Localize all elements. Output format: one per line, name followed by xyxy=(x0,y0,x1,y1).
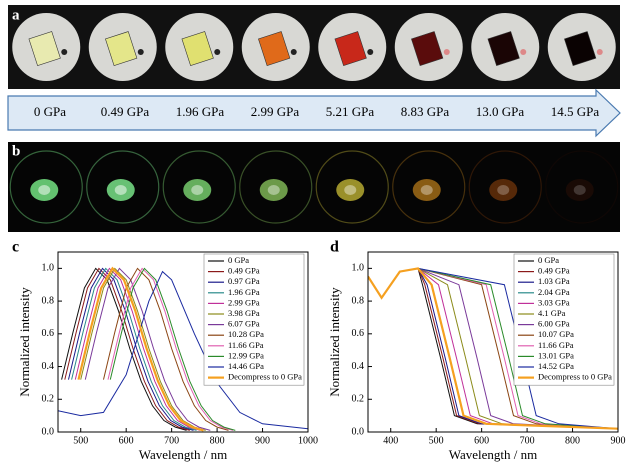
emission-core xyxy=(191,185,203,195)
legend-label: 10.07 GPa xyxy=(538,329,574,339)
pressure-label: 13.0 GPa xyxy=(476,104,525,119)
x-axis-label: Wavelength / nm xyxy=(139,447,228,462)
panel-label: c xyxy=(12,239,19,256)
emission-core xyxy=(421,185,433,195)
legend-label: 14.46 GPa xyxy=(228,361,264,371)
y-tick-label: 1.0 xyxy=(42,263,55,274)
legend-label: 2.04 GPa xyxy=(538,287,570,297)
x-tick-label: 600 xyxy=(119,435,134,446)
spectrum-line xyxy=(75,268,200,430)
legend-label: 0.97 GPa xyxy=(228,276,260,286)
legend-label: 0 GPa xyxy=(228,255,249,265)
x-tick-label: 700 xyxy=(520,435,535,446)
x-axis-label: Wavelength / nm xyxy=(449,447,538,462)
x-tick-label: 700 xyxy=(164,435,179,446)
emission-core xyxy=(268,185,280,195)
y-tick-label: 0.0 xyxy=(42,426,55,437)
x-tick-label: 800 xyxy=(210,435,225,446)
emission-core xyxy=(344,185,356,195)
pressure-label: 0.49 GPa xyxy=(101,104,150,119)
legend-label: 3.03 GPa xyxy=(538,297,570,307)
legend-label: Decompress to 0 GPa xyxy=(538,372,612,382)
y-tick-label: 0.4 xyxy=(352,361,365,372)
ruby-dot xyxy=(444,49,450,55)
emission-core xyxy=(38,185,50,195)
legend-label: Decompress to 0 GPa xyxy=(228,372,302,382)
y-tick-label: 0.2 xyxy=(42,394,55,405)
ruby-dot xyxy=(520,49,526,55)
legend-label: 14.52 GPa xyxy=(538,361,574,371)
x-tick-label: 400 xyxy=(383,435,398,446)
pressure-label: 8.83 GPa xyxy=(401,104,450,119)
y-axis-label: Normalized intensity xyxy=(17,287,32,397)
pressure-label: 2.99 GPa xyxy=(251,104,300,119)
x-tick-label: 500 xyxy=(429,435,444,446)
legend-label: 13.01 GPa xyxy=(538,350,574,360)
panel-label: a xyxy=(12,7,20,23)
ruby-dot xyxy=(214,49,220,55)
ruby-dot xyxy=(597,49,603,55)
legend-label: 4.1 GPa xyxy=(538,308,566,318)
y-tick-label: 0.8 xyxy=(42,295,55,306)
panel-label: b xyxy=(12,143,20,159)
pressure-label: 1.96 GPa xyxy=(176,104,225,119)
x-tick-label: 500 xyxy=(73,435,88,446)
y-axis-label: Normalized intensity xyxy=(327,287,342,397)
y-tick-label: 0.0 xyxy=(352,426,365,437)
y-tick-label: 0.8 xyxy=(352,295,365,306)
pressure-label: 0 GPa xyxy=(34,104,66,119)
legend-label: 1.96 GPa xyxy=(228,287,260,297)
y-tick-label: 0.4 xyxy=(42,361,55,372)
legend-label: 6.00 GPa xyxy=(538,319,570,329)
pressure-arrow xyxy=(8,90,620,136)
y-tick-label: 1.0 xyxy=(352,263,365,274)
x-tick-label: 900 xyxy=(611,435,626,446)
photo-strip-b xyxy=(8,142,620,232)
legend-label: 10.28 GPa xyxy=(228,329,264,339)
legend-label: 1.03 GPa xyxy=(538,276,570,286)
emission-core xyxy=(115,185,127,195)
y-tick-label: 0.2 xyxy=(352,394,365,405)
x-tick-label: 800 xyxy=(565,435,580,446)
ruby-dot xyxy=(61,49,67,55)
y-tick-label: 0.6 xyxy=(352,328,365,339)
spectrum-line xyxy=(62,268,187,430)
legend-label: 2.99 GPa xyxy=(228,297,260,307)
emission-core xyxy=(574,185,586,195)
x-tick-label: 1000 xyxy=(298,435,318,446)
figure: a b c d 0 GPa0.49 GPa1.96 GPa2.99 GPa5.2… xyxy=(0,0,626,466)
legend-label: 12.99 GPa xyxy=(228,350,264,360)
legend-label: 0 GPa xyxy=(538,255,559,265)
y-tick-label: 0.6 xyxy=(42,328,55,339)
legend-label: 11.66 GPa xyxy=(228,340,264,350)
legend-label: 6.07 GPa xyxy=(228,319,260,329)
x-tick-label: 600 xyxy=(474,435,489,446)
ruby-dot xyxy=(291,49,297,55)
legend-label: 0.49 GPa xyxy=(228,266,260,276)
legend-label: 0.49 GPa xyxy=(538,266,570,276)
ruby-dot xyxy=(138,49,144,55)
emission-core xyxy=(497,185,509,195)
pressure-label: 14.5 GPa xyxy=(551,104,600,119)
ruby-dot xyxy=(367,49,373,55)
pressure-label: 5.21 GPa xyxy=(326,104,375,119)
panel-label: d xyxy=(330,239,339,256)
legend-label: 3.98 GPa xyxy=(228,308,260,318)
x-tick-label: 900 xyxy=(255,435,270,446)
legend-label: 11.66 GPa xyxy=(538,340,574,350)
